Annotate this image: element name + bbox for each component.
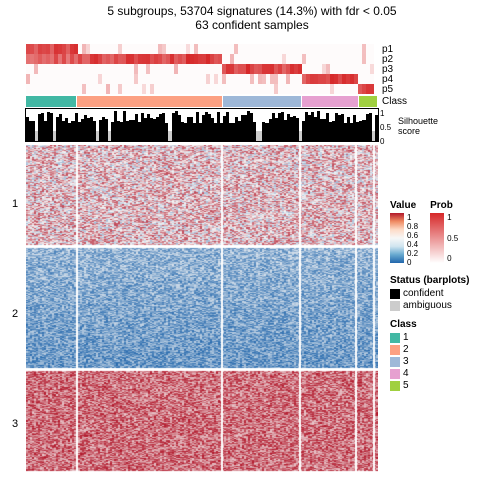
heatmap (26, 145, 378, 475)
probability-annotation (26, 44, 378, 94)
title-line-1: 5 subgroups, 53704 signatures (14.3%) wi… (0, 0, 504, 18)
value-legend-title: Value (390, 200, 418, 211)
swatch (390, 357, 400, 367)
prob-legend: Prob 10.50 (430, 200, 458, 263)
silhouette-barplot (26, 109, 378, 141)
prob-label-p5: p5 (382, 84, 393, 95)
value-gradient (390, 213, 404, 263)
class-legend-title: Class (390, 319, 500, 330)
sil-axis-0: 0 (380, 137, 384, 146)
sil-axis-1: 1 (380, 109, 384, 118)
row-group-label-3: 3 (12, 418, 18, 430)
legends: Value 10.80.60.40.20 Prob 10.50 Status (… (390, 200, 500, 399)
row-group-label-2: 2 (12, 308, 18, 320)
swatch (390, 345, 400, 355)
value-legend: Value 10.80.60.40.20 (390, 200, 418, 263)
swatch (390, 381, 400, 391)
swatch (390, 333, 400, 343)
status-legend: Status (barplots) confidentambiguous (390, 275, 500, 311)
class-annotation-bar (26, 96, 378, 107)
prob-legend-title: Prob (430, 200, 458, 211)
swatch (390, 301, 400, 311)
class-legend: Class 12345 (390, 319, 500, 391)
prob-gradient (430, 213, 444, 263)
row-group-label-1: 1 (12, 198, 18, 210)
main-plot (26, 44, 378, 475)
title-line-2: 63 confident samples (0, 18, 504, 32)
swatch (390, 289, 400, 299)
class-label: Class (382, 96, 407, 107)
silhouette-label: Silhouettescore (398, 116, 438, 136)
status-legend-title: Status (barplots) (390, 275, 500, 286)
sil-axis-05: 0.5 (380, 123, 391, 132)
swatch (390, 369, 400, 379)
